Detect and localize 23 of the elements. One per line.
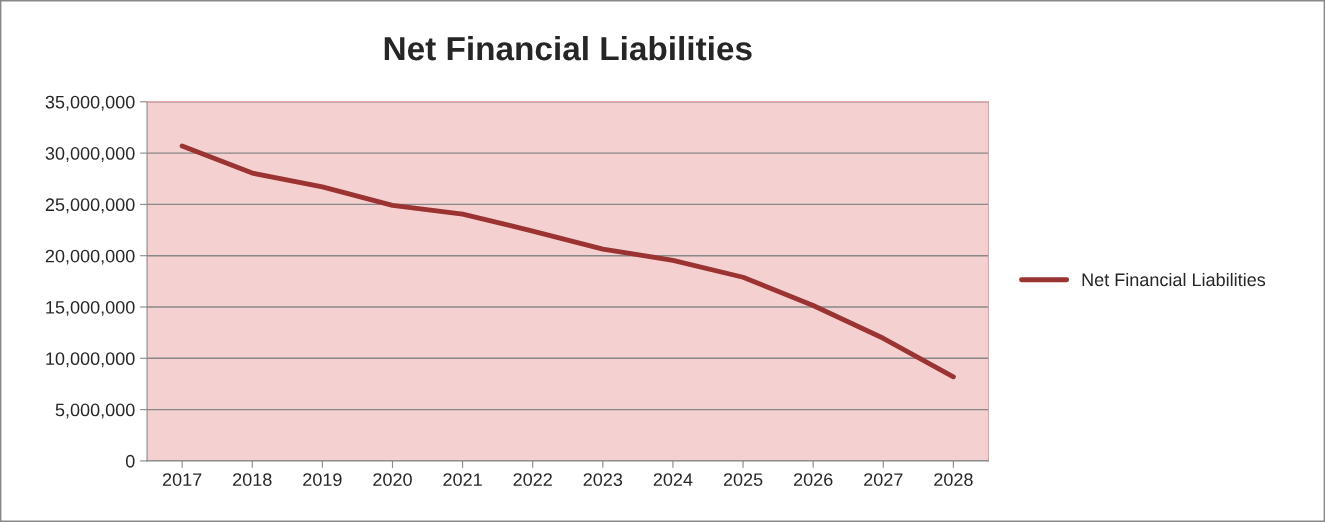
x-tick-label: 2020 <box>373 473 412 486</box>
y-tick-label: 10,000,000 <box>46 352 135 368</box>
x-tick-label: 2019 <box>303 473 342 486</box>
x-tick-label: 2024 <box>653 473 693 486</box>
x-tick-label: 2018 <box>233 473 272 486</box>
y-tick-label: 20,000,000 <box>45 249 135 265</box>
y-tick-label: 35,000,000 <box>45 95 135 111</box>
legend-label: Net Financial Liabilities <box>1082 272 1266 287</box>
y-tick-label: 15,000,000 <box>46 300 135 316</box>
x-tick-label: 2026 <box>793 473 833 486</box>
y-tick-label: 0 <box>125 454 135 468</box>
y-tick-label: 5,000,000 <box>55 403 135 419</box>
x-tick-label: 2017 <box>162 473 202 486</box>
line-series <box>179 143 956 380</box>
x-tick-label: 2028 <box>934 473 973 486</box>
x-tick-label: 2023 <box>583 473 623 486</box>
y-tick-label: 30,000,000 <box>45 147 135 162</box>
x-tick-label: 2027 <box>864 473 903 486</box>
chart-title: Net Financial Liabilities <box>384 35 752 61</box>
x-tick-label: 2022 <box>513 473 552 486</box>
x-tick-label: 2025 <box>723 473 763 486</box>
x-tick-label: 2021 <box>443 473 482 486</box>
y-tick-label: 25,000,000 <box>45 198 135 214</box>
